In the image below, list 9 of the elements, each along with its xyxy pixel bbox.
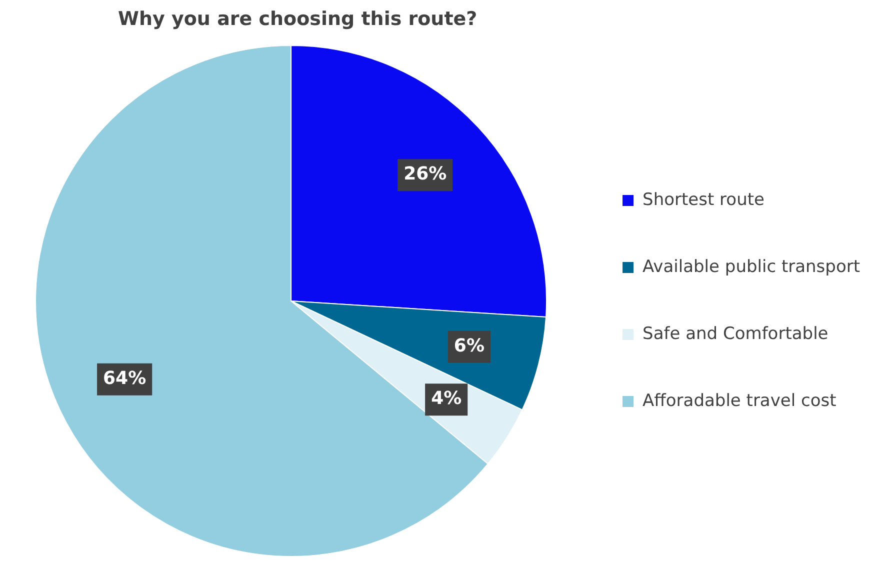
data-label: 6%	[454, 335, 484, 356]
legend-label: Afforadable travel cost	[642, 390, 837, 411]
legend-label: Available public transport	[642, 256, 860, 277]
legend-label: Shortest route	[642, 190, 764, 210]
data-label: 64%	[103, 368, 146, 389]
chart-title: Why you are choosing this route?	[118, 8, 478, 30]
data-label: 26%	[404, 164, 447, 185]
data-label: 4%	[431, 388, 462, 410]
legend-label: Safe and Comfortable	[642, 324, 828, 344]
